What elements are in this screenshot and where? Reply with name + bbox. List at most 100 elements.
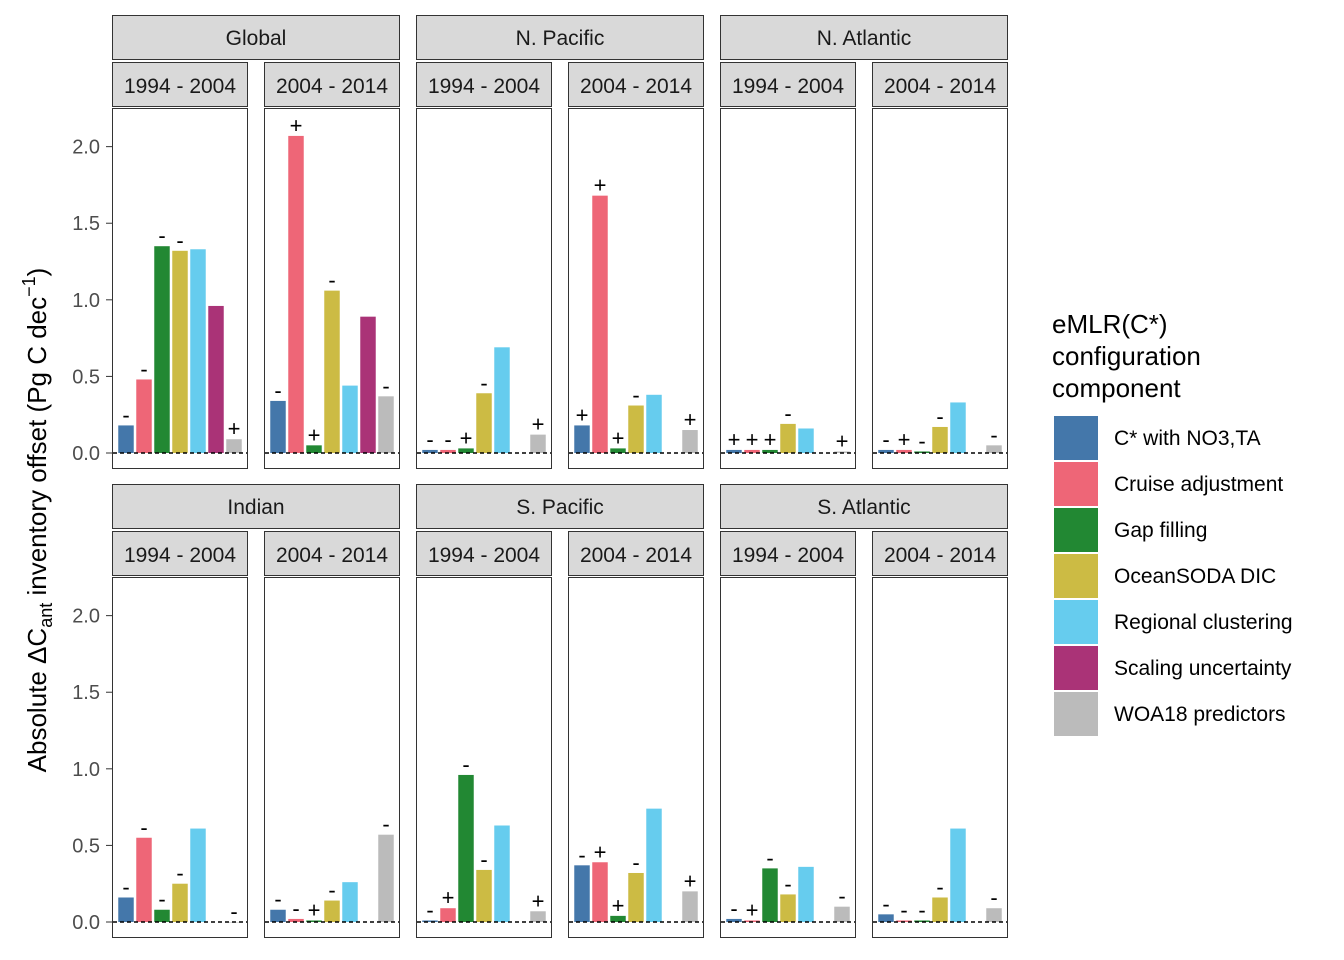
bar (288, 918, 304, 922)
bar-sign-label: + (308, 897, 321, 922)
y-tick-label: 1.0 (72, 759, 100, 781)
period-strip (720, 531, 856, 576)
bar-sign-label: + (746, 427, 759, 452)
y-axis-label-prefix: Absolute ΔC (22, 628, 52, 773)
bar (172, 250, 188, 453)
bar (610, 915, 626, 922)
period-strip-label: 2004 - 2014 (580, 75, 692, 98)
bar (574, 865, 590, 922)
bar (270, 400, 286, 453)
panel-border (872, 108, 1008, 469)
bar-sign-label: + (728, 427, 741, 452)
panel: 1994 - 2004- - +-+ (416, 62, 552, 469)
bar-sign-label: - (382, 812, 389, 837)
bar (154, 246, 170, 453)
y-axis-label-subscript: ant (36, 603, 56, 628)
period-strip-label: 1994 - 2004 (732, 75, 844, 98)
panel-border (872, 577, 1008, 938)
panel-border (264, 577, 400, 938)
bar-sign-label: - (462, 752, 469, 777)
bar (762, 868, 778, 922)
bar (172, 883, 188, 922)
bar-sign-label: - (918, 428, 925, 453)
panel: 1994 - 2004- +--+ (416, 531, 552, 938)
bar-sign-label: - (578, 842, 585, 867)
legend-swatch (1054, 508, 1098, 552)
legend-item: C* with NO3,TA (1053, 415, 1261, 461)
bar-sign-label: - (480, 847, 487, 872)
region-strip (720, 484, 1008, 529)
legend-swatch (1054, 554, 1098, 598)
bar (476, 869, 492, 922)
bar (986, 908, 1002, 922)
bar-sign-label: - (140, 815, 147, 840)
bar (780, 894, 796, 922)
legend-label: Gap filling (1114, 519, 1207, 542)
bar-sign-label: + (764, 427, 777, 452)
period-strip-label: 2004 - 2014 (276, 544, 388, 567)
legend-label: Regional clustering (1114, 611, 1293, 634)
y-tick-label: 0.5 (72, 835, 100, 857)
bar-sign-label: - (274, 378, 281, 403)
bar (306, 445, 322, 453)
bar (440, 449, 456, 453)
bar (646, 808, 662, 922)
bar (592, 195, 608, 453)
bar (574, 425, 590, 453)
bar (834, 906, 850, 922)
bar-sign-label: - (292, 896, 299, 921)
legend-swatch (1054, 692, 1098, 736)
bar-sign-label: - (230, 899, 237, 924)
bar-sign-label: - (176, 228, 183, 253)
bar-sign-label: - (158, 223, 165, 248)
region-strip-label: N. Atlantic (817, 27, 912, 50)
bar-sign-label: + (684, 868, 697, 893)
region-strip (112, 15, 400, 60)
panel-background (264, 577, 400, 938)
bar-sign-label: + (836, 428, 849, 453)
bar (494, 825, 510, 922)
panel-border (112, 108, 248, 469)
bar (422, 920, 438, 922)
legend-swatch (1054, 416, 1098, 460)
bar (136, 837, 152, 922)
region-strip-label: S. Pacific (516, 496, 604, 519)
bar (878, 914, 894, 922)
panel: 2004 - 2014+++-+ (568, 62, 704, 469)
y-tick-label: 2.0 (72, 137, 100, 159)
period-strip-label: 2004 - 2014 (580, 544, 692, 567)
bar-sign-label: - (990, 885, 997, 910)
panel: 2004 - 2014 - + + - - (264, 62, 400, 469)
bar-sign-label: + (532, 412, 545, 437)
legend-swatch (1054, 462, 1098, 506)
bar-sign-label: - (784, 401, 791, 426)
bar (118, 897, 134, 922)
panel: 2004 - 2014- ++-+ (568, 531, 704, 938)
period-strip-label: 1994 - 2004 (428, 544, 540, 567)
y-tick-label: 0.0 (72, 443, 100, 465)
period-strip-label: 2004 - 2014 (884, 75, 996, 98)
period-strip-label: 1994 - 2004 (428, 75, 540, 98)
y-axis-label: Absolute ΔCant inventory offset (Pg C de… (19, 268, 56, 773)
y-tick-label: 0.5 (72, 366, 100, 388)
bar-sign-label: + (612, 893, 625, 918)
bar-sign-label: - (918, 897, 925, 922)
bar (530, 434, 546, 453)
y-axis: 0.0 0.5 1.0 1.5 2.0 (72, 137, 112, 465)
bar-sign-label: + (532, 888, 545, 913)
period-strip (264, 62, 400, 107)
region-strip-label: S. Atlantic (817, 496, 910, 519)
bar (682, 891, 698, 922)
bar-sign-label: - (328, 268, 335, 293)
bar (896, 449, 912, 453)
bar-sign-label: + (442, 885, 455, 910)
bar (360, 316, 376, 453)
bar-sign-label: + (594, 173, 607, 198)
bar-sign-label: - (480, 370, 487, 395)
bar-sign-label: - (176, 861, 183, 886)
bar (762, 449, 778, 453)
